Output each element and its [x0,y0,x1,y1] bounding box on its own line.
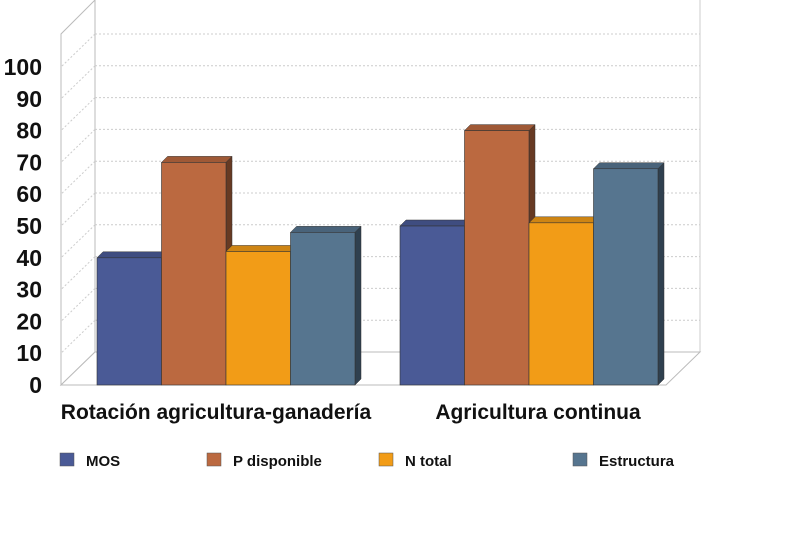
bar-front [399,225,465,386]
bar-top [592,162,665,170]
legend-swatch [206,452,222,467]
bar-side [657,162,665,386]
bar-front [464,130,530,386]
legend-item: N total [378,452,452,470]
bar-front [225,251,291,386]
y-axis-ticks: 0 10 20 30 40 50 60 70 80 90 100 [4,54,42,398]
side-wall [60,0,96,387]
bar [160,155,233,386]
category-labels: Rotación agricultura-ganadería Agricultur… [61,401,641,424]
bar [463,123,536,386]
bar-top [399,219,472,227]
legend: MOS P disponible N total Estructura [59,452,675,470]
bar-top [96,251,169,259]
bar-front [528,222,594,386]
y-tick-label: 90 [16,86,42,112]
bar [289,225,362,386]
y-tick-label: 70 [16,149,42,175]
bar-front [96,257,162,386]
legend-swatch [59,452,75,467]
bar-front [161,162,227,386]
bars [96,123,665,386]
legend-label: N total [405,453,452,470]
legend-item: Estructura [572,452,675,470]
bar [592,162,665,386]
bar-top [463,124,536,131]
bar [528,216,601,386]
bar-top [160,156,233,163]
y-tick-label: 30 [16,277,42,303]
y-tick-label: 60 [16,181,42,207]
bar-top [289,226,362,233]
category-label: Rotación agricultura-ganadería [61,401,372,424]
y-tick-label: 10 [16,340,42,366]
legend-label: MOS [86,453,120,470]
legend-swatch [378,452,394,467]
category-label: Agricultura continua [435,401,641,424]
bar [96,251,169,386]
bar-front [593,168,659,386]
legend-item: MOS [59,452,120,470]
legend-label: P disponible [233,453,322,470]
legend-item: P disponible [206,452,322,470]
legend-swatch [572,452,588,467]
legend-label: Estructura [599,453,675,470]
y-tick-label: 50 [16,213,42,239]
y-tick-label: 0 [29,372,42,398]
bar-top [528,216,601,224]
y-tick-label: 40 [16,245,42,271]
y-tick-label: 20 [16,308,42,334]
y-tick-label: 80 [16,118,42,144]
bar-top [225,245,298,252]
bar-front [290,232,356,386]
y-tick-label: 100 [4,54,42,80]
bar [225,244,298,386]
bar [399,219,472,386]
bar-side [354,225,362,386]
